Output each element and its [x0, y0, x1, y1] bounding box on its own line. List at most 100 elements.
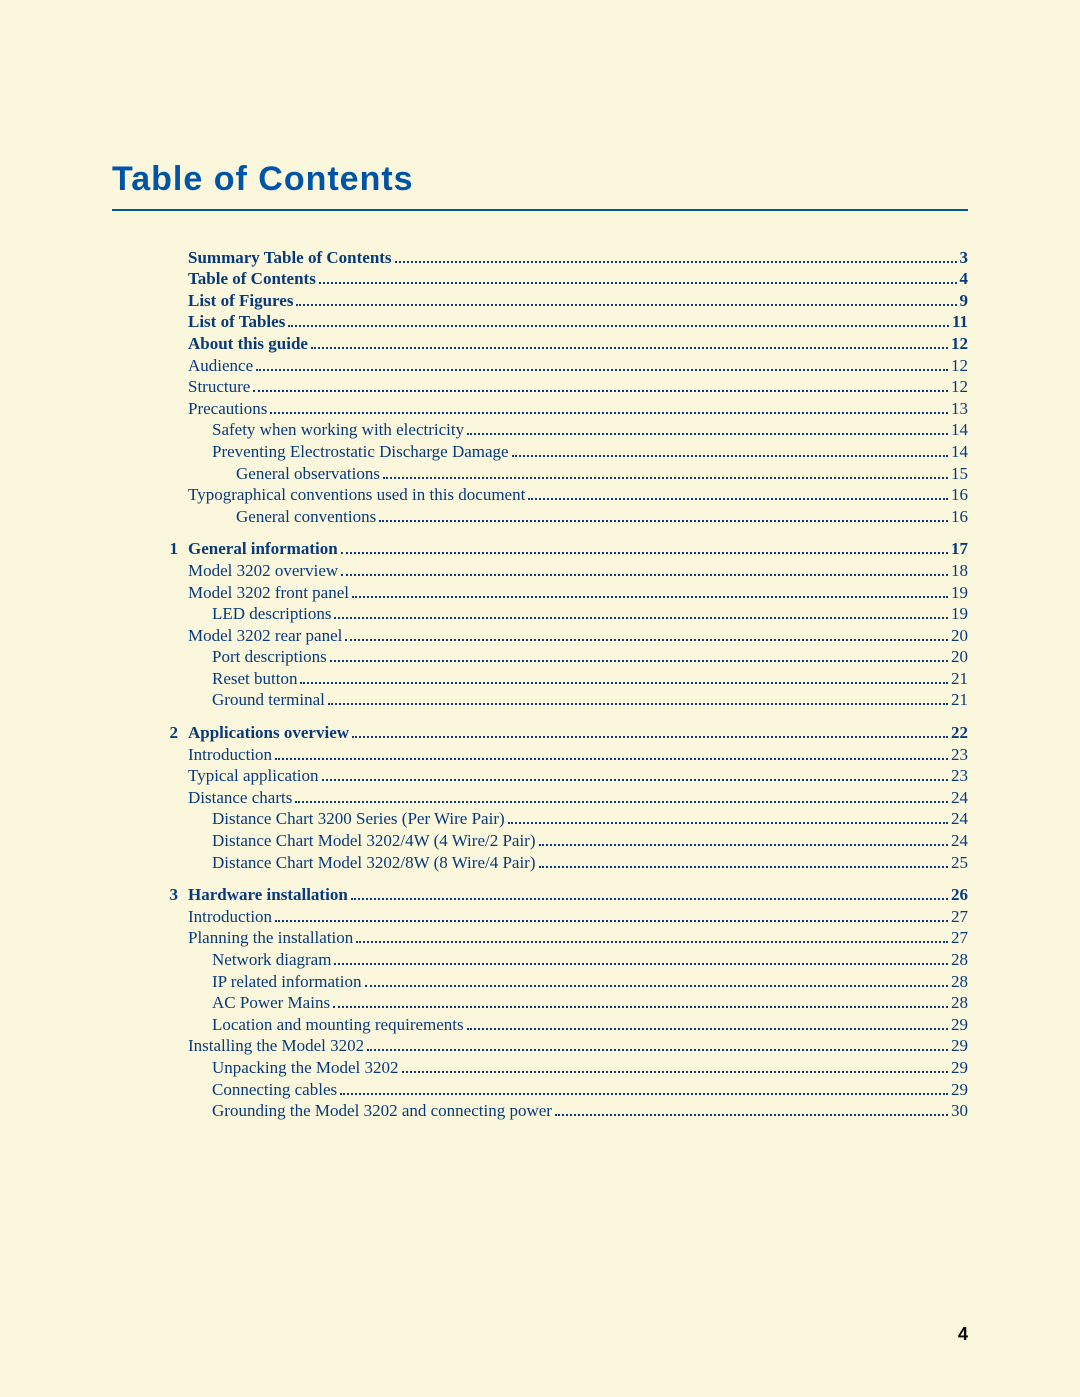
dot-leader	[365, 971, 949, 987]
toc-entry-page: 21	[951, 670, 968, 687]
toc-entry[interactable]: Location and mounting requirements29	[150, 1014, 968, 1033]
dot-leader	[352, 722, 948, 738]
toc-entry[interactable]: About this guide 12	[150, 333, 968, 352]
toc-entry[interactable]: List of Figures 9	[150, 290, 968, 309]
toc-entry-label: Installing the Model 3202	[188, 1037, 364, 1054]
toc-entry[interactable]: Typographical conventions used in this d…	[150, 485, 968, 504]
toc-entry[interactable]: Introduction 23	[150, 744, 968, 763]
page-title: Table of Contents	[112, 160, 968, 199]
toc-entry-label: General information	[188, 540, 338, 557]
toc-entry-label: Summary Table of Contents	[188, 249, 392, 266]
toc-entry-label: Distance Chart 3200 Series (Per Wire Pai…	[212, 810, 505, 827]
toc-entry[interactable]: Port descriptions20	[150, 647, 968, 666]
dot-leader	[322, 766, 948, 782]
toc-entry[interactable]: Typical application23	[150, 766, 968, 785]
toc-entry-page: 27	[951, 908, 968, 925]
toc-entry[interactable]: Connecting cables29	[150, 1079, 968, 1098]
toc-entry[interactable]: Model 3202 rear panel 20	[150, 625, 968, 644]
toc-entry[interactable]: Structure12	[150, 377, 968, 396]
toc-entry[interactable]: List of Tables 11	[150, 312, 968, 331]
toc-entry[interactable]: Model 3202 overview18	[150, 560, 968, 579]
toc-entry[interactable]: Network diagram 28	[150, 949, 968, 968]
toc-entry-label: Precautions	[188, 400, 267, 417]
dot-leader	[270, 398, 948, 414]
table-of-contents: Summary Table of Contents 3 Table of Cont…	[150, 247, 968, 1119]
toc-entry[interactable]: Introduction 27	[150, 906, 968, 925]
toc-entry[interactable]: Distance Chart Model 3202/8W (8 Wire/4 P…	[150, 852, 968, 871]
dot-leader	[330, 647, 948, 663]
toc-entry[interactable]: Table of Contents 4	[150, 269, 968, 288]
toc-entry-page: 26	[951, 886, 968, 903]
toc-entry-page: 28	[951, 951, 968, 968]
document-page: Table of Contents Summary Table of Conte…	[0, 0, 1080, 1397]
toc-entry[interactable]: Model 3202 front panel19	[150, 582, 968, 601]
dot-leader	[345, 625, 948, 641]
toc-entry[interactable]: 3Hardware installation 26	[150, 885, 968, 904]
toc-entry-label: Applications overview	[188, 724, 349, 741]
toc-entry[interactable]: Planning the installation27	[150, 928, 968, 947]
dot-leader	[256, 355, 948, 371]
toc-entry[interactable]: Summary Table of Contents 3	[150, 247, 968, 266]
toc-entry[interactable]: 1General information 17	[150, 539, 968, 558]
toc-entry[interactable]: Unpacking the Model 320229	[150, 1057, 968, 1076]
toc-entry-page: 28	[951, 973, 968, 990]
dot-leader	[275, 906, 948, 922]
toc-entry[interactable]: Safety when working with electricity14	[150, 420, 968, 439]
toc-entry[interactable]: Installing the Model 320229	[150, 1036, 968, 1055]
dot-leader	[311, 333, 948, 349]
toc-entry-label: Introduction	[188, 746, 272, 763]
toc-entry[interactable]: AC Power Mains 28	[150, 993, 968, 1012]
dot-leader	[295, 787, 948, 803]
toc-entry-label: Location and mounting requirements	[212, 1016, 464, 1033]
toc-entry-page: 24	[951, 789, 968, 806]
dot-leader	[467, 420, 948, 436]
toc-entry[interactable]: Distance Chart Model 3202/4W (4 Wire/2 P…	[150, 830, 968, 849]
dot-leader	[508, 809, 948, 825]
dot-leader	[296, 290, 956, 306]
dot-leader	[334, 949, 948, 965]
toc-entry-label: Model 3202 rear panel	[188, 627, 342, 644]
toc-entry[interactable]: 2Applications overview 22	[150, 722, 968, 741]
toc-entry-page: 28	[951, 994, 968, 1011]
dot-leader	[395, 247, 957, 263]
toc-entry[interactable]: Grounding the Model 3202 and connecting …	[150, 1101, 968, 1120]
dot-leader	[333, 993, 948, 1009]
toc-entry[interactable]: Preventing Electrostatic Discharge Damag…	[150, 441, 968, 460]
toc-entry-page: 29	[951, 1059, 968, 1076]
dot-leader	[253, 377, 948, 393]
toc-entry[interactable]: Distance charts24	[150, 787, 968, 806]
toc-entry-page: 20	[951, 627, 968, 644]
toc-group: 3Hardware installation 26 Introduction 27 P…	[150, 885, 968, 1120]
toc-entry-label: AC Power Mains	[212, 994, 330, 1011]
toc-entry-page: 11	[952, 313, 968, 330]
toc-entry[interactable]: Reset button21	[150, 668, 968, 687]
toc-entry-label: Planning the installation	[188, 929, 353, 946]
toc-entry-page: 12	[951, 335, 968, 352]
toc-entry-page: 23	[951, 746, 968, 763]
toc-entry-label: Typical application	[188, 767, 319, 784]
toc-entry-page: 12	[951, 378, 968, 395]
toc-entry-label: IP related information	[212, 973, 362, 990]
toc-entry-page: 22	[951, 724, 968, 741]
dot-leader	[319, 269, 957, 285]
toc-entry-label: Introduction	[188, 908, 272, 925]
toc-entry[interactable]: Audience12	[150, 355, 968, 374]
toc-entry-page: 14	[951, 421, 968, 438]
dot-leader	[341, 539, 948, 555]
toc-entry-label: Network diagram	[212, 951, 331, 968]
toc-entry[interactable]: Precautions13	[150, 398, 968, 417]
toc-entry[interactable]: LED descriptions19	[150, 604, 968, 623]
toc-entry-page: 29	[951, 1081, 968, 1098]
dot-leader	[379, 506, 948, 522]
toc-entry-label: General observations	[236, 465, 380, 482]
toc-entry[interactable]: Distance Chart 3200 Series (Per Wire Pai…	[150, 809, 968, 828]
toc-entry[interactable]: General conventions16	[150, 506, 968, 525]
title-rule	[112, 209, 968, 211]
toc-entry[interactable]: Ground terminal21	[150, 690, 968, 709]
toc-entry-page: 16	[951, 486, 968, 503]
toc-entry[interactable]: General observations15	[150, 463, 968, 482]
toc-entry-label: Distance Chart Model 3202/4W (4 Wire/2 P…	[212, 832, 536, 849]
toc-entry[interactable]: IP related information 28	[150, 971, 968, 990]
toc-group: 1General information 17 Model 3202 overvi…	[150, 539, 968, 709]
toc-entry-page: 21	[951, 691, 968, 708]
